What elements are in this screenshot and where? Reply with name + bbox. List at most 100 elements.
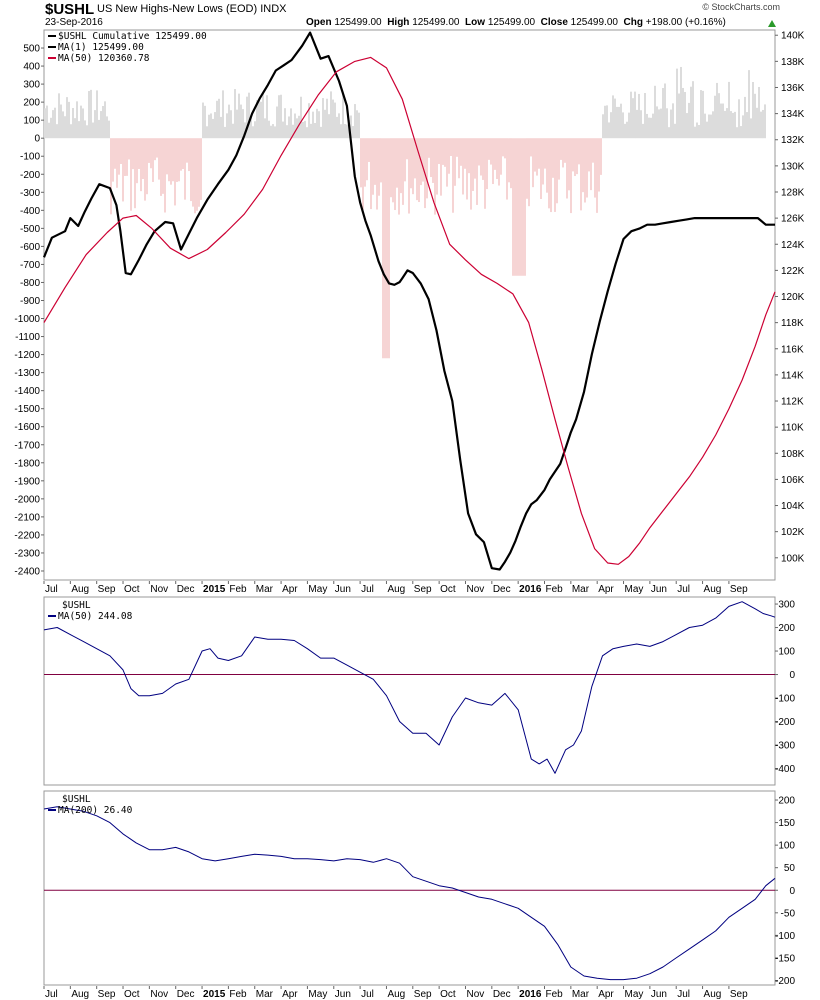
right-axis-tick-label: 130K bbox=[781, 161, 805, 172]
x-axis-label-main: 2015 bbox=[203, 584, 226, 595]
left-axis-tick-label: 100 bbox=[23, 116, 40, 127]
left-axis-tick-label: -1500 bbox=[14, 404, 40, 415]
right-axis-tick-label: 132K bbox=[781, 135, 805, 146]
high-label: High bbox=[387, 17, 410, 28]
x-axis-label-main: Sep bbox=[730, 584, 748, 595]
right-axis-tick-label: 100K bbox=[781, 553, 805, 564]
x-axis-label-main: Jul bbox=[677, 584, 690, 595]
series-line-ma50 bbox=[43, 601, 776, 774]
x-axis-label-bottom: 2015 bbox=[203, 989, 226, 1000]
series-line-ma50 bbox=[43, 56, 776, 565]
right-axis-tick-label: 102K bbox=[781, 527, 805, 538]
x-axis-label-main: Aug bbox=[71, 584, 89, 595]
x-axis-label-bottom: Jun bbox=[335, 989, 351, 1000]
sub-axis-tick-label-ma50: 100 bbox=[778, 647, 795, 658]
panel-title-ma50: $USHL bbox=[62, 600, 91, 611]
legend-entry-ma50: MA(50) 244.08 bbox=[58, 611, 133, 622]
sub-axis-tick-label-ma200: 150 bbox=[778, 818, 795, 829]
right-axis-tick-label: 140K bbox=[781, 31, 805, 42]
daily-histogram bbox=[44, 66, 766, 359]
x-axis-label-bottom: Feb bbox=[546, 989, 564, 1000]
panel-frame-ma200 bbox=[43, 790, 776, 986]
legend-entry-ma200: MA(200) 26.40 bbox=[58, 805, 133, 816]
left-axis-tick-label: -1000 bbox=[14, 314, 40, 325]
left-axis-tick-label: -200 bbox=[20, 170, 40, 181]
left-axis-tick-label: -2400 bbox=[14, 566, 40, 577]
x-axis-label-bottom: Jul bbox=[45, 989, 58, 1000]
sub-axis-tick-label-ma50: -200 bbox=[775, 717, 795, 728]
open-value: 125499.00 bbox=[334, 17, 382, 28]
left-axis-tick-label: -2200 bbox=[14, 530, 40, 541]
right-axis-tick-label: 120K bbox=[781, 292, 805, 303]
left-axis-tick-label: -300 bbox=[20, 188, 40, 199]
x-axis-label-bottom: Mar bbox=[256, 989, 274, 1000]
x-axis-label-main: Apr bbox=[282, 584, 298, 595]
x-axis-label-main: Mar bbox=[256, 584, 274, 595]
low-value: 125499.00 bbox=[487, 17, 536, 28]
left-axis-tick-label: -2300 bbox=[14, 548, 40, 559]
x-axis-label-bottom: Apr bbox=[282, 989, 298, 1000]
right-axis-tick-label: 136K bbox=[781, 83, 805, 94]
sub-axis-tick-label-ma200: 200 bbox=[778, 796, 795, 807]
open-label: Open bbox=[306, 17, 332, 28]
x-axis-label-bottom: Feb bbox=[229, 989, 247, 1000]
sub-axis-tick-label-ma50: -400 bbox=[775, 764, 795, 775]
x-axis-label-main: May bbox=[625, 584, 644, 595]
right-axis-tick-label: 134K bbox=[781, 109, 805, 120]
left-axis-tick-label: -600 bbox=[20, 242, 40, 253]
series-line-cumulative bbox=[42, 31, 775, 571]
x-axis-label-bottom: Aug bbox=[387, 989, 405, 1000]
x-axis-label-main: Dec bbox=[177, 584, 195, 595]
x-axis-label-main: Aug bbox=[704, 584, 722, 595]
sub-axis-tick-label-ma200: -200 bbox=[775, 976, 795, 987]
symbol-description: US New Highs-New Lows (EOD) INDX bbox=[97, 3, 287, 15]
left-axis-tick-label: 400 bbox=[23, 62, 40, 73]
right-axis-tick-label: 124K bbox=[781, 240, 805, 251]
chg-label: Chg bbox=[623, 17, 643, 28]
sub-axis-tick-label-ma200: -50 bbox=[781, 908, 796, 919]
x-axis-label-main: Nov bbox=[150, 584, 168, 595]
x-axis-label-main: Jul bbox=[361, 584, 374, 595]
x-axis-label-bottom: Jul bbox=[361, 989, 374, 1000]
sub-axis-tick-label-ma200: -100 bbox=[775, 931, 795, 942]
x-axis-label-bottom: Nov bbox=[150, 989, 168, 1000]
sub-axis-tick-label-ma200: -150 bbox=[775, 953, 795, 964]
x-axis-label-main: Jun bbox=[335, 584, 351, 595]
sub-axis-tick-label-ma200: 50 bbox=[784, 863, 796, 874]
chart-header: $USHL US New Highs-New Lows (EOD) INDX 2… bbox=[0, 0, 820, 32]
x-axis-label-bottom: Aug bbox=[704, 989, 722, 1000]
x-axis-label-main: Oct bbox=[124, 584, 140, 595]
close-value: 125499.00 bbox=[570, 17, 618, 28]
x-axis-label-main: Feb bbox=[546, 584, 564, 595]
close-label: Close bbox=[540, 17, 568, 28]
x-axis-label-main: Aug bbox=[387, 584, 405, 595]
left-axis-tick-label: -1600 bbox=[14, 422, 40, 433]
left-axis-tick-label: -2100 bbox=[14, 512, 40, 523]
right-axis-tick-label: 128K bbox=[781, 187, 805, 198]
x-axis-label-main: Sep bbox=[414, 584, 432, 595]
right-axis-tick-label: 104K bbox=[781, 501, 805, 512]
left-axis-tick-label: 300 bbox=[23, 80, 40, 91]
x-axis-label-main: May bbox=[308, 584, 327, 595]
left-axis-tick-label: -700 bbox=[20, 260, 40, 271]
symbol-title: $USHL bbox=[45, 1, 95, 18]
right-axis-tick-label: 112K bbox=[781, 397, 804, 408]
x-axis-label-main: Mar bbox=[572, 584, 590, 595]
x-axis-label-bottom: Oct bbox=[440, 989, 456, 1000]
left-axis-tick-label: -800 bbox=[20, 278, 40, 289]
x-axis-label-bottom: Nov bbox=[466, 989, 484, 1000]
x-axis-label-bottom: May bbox=[308, 989, 327, 1000]
left-axis-tick-label: -900 bbox=[20, 296, 40, 307]
symbol-name: US New Highs-New Lows (EOD) bbox=[97, 3, 258, 15]
up-arrow-icon bbox=[768, 20, 776, 27]
x-axis-label-main: Sep bbox=[98, 584, 116, 595]
x-axis-label-bottom: Sep bbox=[414, 989, 432, 1000]
right-axis-tick-label: 116K bbox=[781, 344, 804, 355]
right-axis-tick-label: 122K bbox=[781, 266, 805, 277]
x-axis-label-bottom: Dec bbox=[493, 989, 511, 1000]
x-axis-label-bottom: May bbox=[625, 989, 644, 1000]
left-axis-tick-label: -400 bbox=[20, 206, 40, 217]
x-axis-label-main: Apr bbox=[598, 584, 614, 595]
left-axis-tick-label: -1800 bbox=[14, 458, 40, 469]
